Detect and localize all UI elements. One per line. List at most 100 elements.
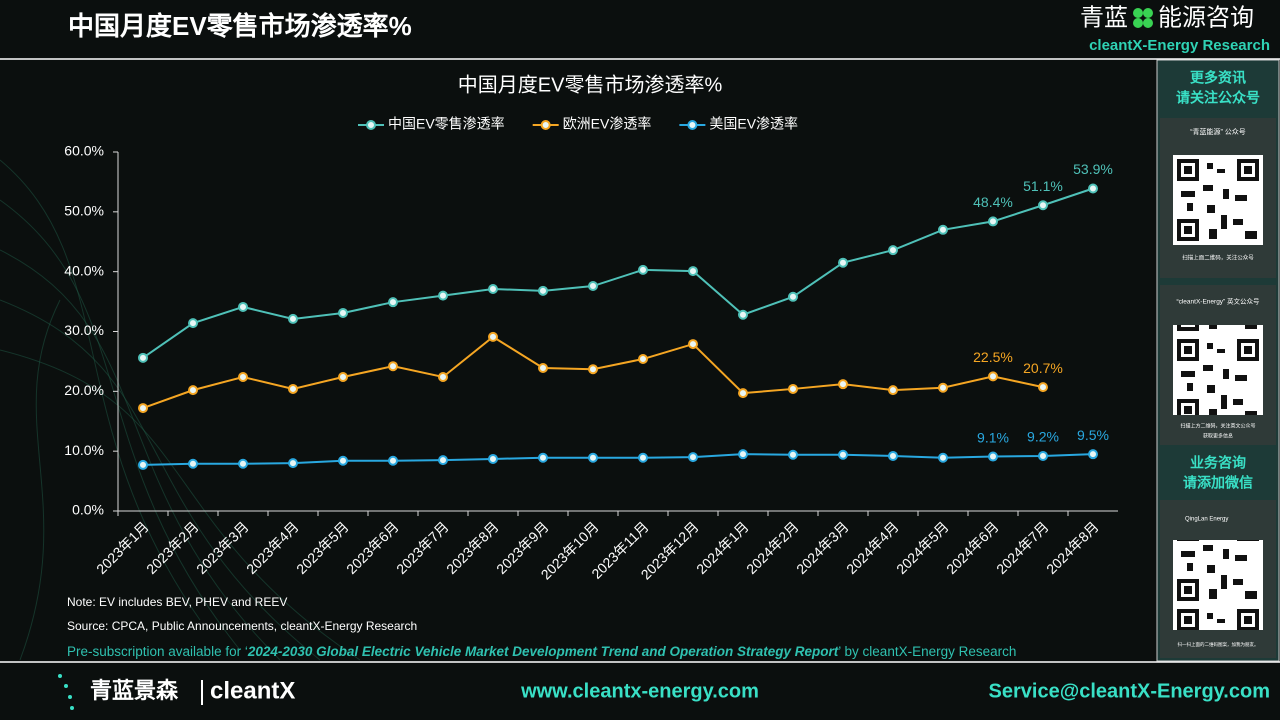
data-point bbox=[438, 290, 448, 301]
legend-item: 美国EV渗透率 bbox=[679, 116, 798, 132]
data-point bbox=[488, 453, 498, 464]
data-point bbox=[1038, 200, 1048, 211]
data-point bbox=[238, 371, 248, 382]
logo-clover bbox=[1133, 8, 1153, 28]
legend-item: 中国EV零售渗透率 bbox=[358, 116, 505, 132]
y-tick-label: 50.0% bbox=[64, 203, 104, 219]
footer-logo-en: cleantX bbox=[210, 677, 295, 704]
data-point bbox=[138, 352, 148, 363]
legend-label: 中国EV零售渗透率 bbox=[388, 116, 505, 132]
data-point bbox=[788, 383, 798, 394]
data-point bbox=[338, 307, 348, 318]
legend-marker bbox=[366, 120, 376, 130]
data-point bbox=[438, 371, 448, 382]
data-point bbox=[738, 449, 748, 460]
y-tick-label: 30.0% bbox=[64, 322, 104, 338]
qr-title: “青蓝能源” 公众号 bbox=[1190, 127, 1246, 136]
data-point bbox=[288, 383, 298, 394]
legend-label: 欧洲EV渗透率 bbox=[563, 116, 652, 132]
data-point bbox=[538, 452, 548, 463]
data-point bbox=[338, 371, 348, 382]
data-point bbox=[688, 452, 698, 463]
data-point bbox=[588, 452, 598, 463]
data-point bbox=[488, 331, 498, 342]
data-point bbox=[188, 458, 198, 469]
data-point bbox=[638, 354, 648, 365]
data-point bbox=[788, 291, 798, 302]
data-point bbox=[738, 309, 748, 320]
logo-cn: 青蓝 bbox=[1080, 4, 1128, 31]
data-label: 53.9% bbox=[1073, 161, 1113, 177]
data-point bbox=[638, 264, 648, 275]
data-point bbox=[788, 449, 798, 460]
sidebar-heading: 请添加微信 bbox=[1183, 475, 1253, 491]
data-point bbox=[538, 285, 548, 296]
presub-report: 2024-2030 Global Electric Vehicle Market… bbox=[247, 644, 839, 659]
data-point bbox=[388, 455, 398, 466]
qr-code bbox=[1173, 540, 1263, 630]
data-point bbox=[238, 301, 248, 312]
qr-caption: 获取更多信息 bbox=[1203, 432, 1233, 439]
sidebar-heading: 业务咨询 bbox=[1190, 455, 1246, 471]
data-point bbox=[188, 318, 198, 329]
data-label: 9.5% bbox=[1077, 427, 1109, 443]
data-point bbox=[938, 224, 948, 235]
data-point bbox=[988, 451, 998, 462]
legend-label: 美国EV渗透率 bbox=[709, 116, 798, 132]
data-point bbox=[688, 339, 698, 350]
data-point bbox=[538, 362, 548, 373]
data-point bbox=[138, 459, 148, 470]
note: Note: EV includes BEV, PHEV and REEV bbox=[67, 595, 287, 609]
qr-code bbox=[1173, 155, 1263, 245]
data-point bbox=[338, 455, 348, 466]
qr-caption: 扫描上面二维码，关注公众号 bbox=[1182, 253, 1254, 261]
data-point bbox=[638, 452, 648, 463]
footer-dots bbox=[58, 674, 74, 710]
footer-logo-cn: 青蓝景森 bbox=[90, 678, 179, 703]
legend-marker bbox=[687, 120, 698, 130]
y-tick-label: 40.0% bbox=[64, 262, 104, 278]
data-point bbox=[288, 313, 298, 324]
data-point bbox=[938, 382, 948, 393]
data-point bbox=[1038, 382, 1048, 393]
data-point bbox=[938, 452, 948, 463]
sidebar-heading: 更多资讯 bbox=[1190, 70, 1246, 86]
qr-caption: 扫一扫上面的二维码图案，加我为朋友。 bbox=[1178, 641, 1259, 648]
data-point bbox=[1088, 449, 1098, 460]
data-point bbox=[388, 361, 398, 372]
data-point bbox=[838, 257, 848, 268]
data-point bbox=[888, 245, 898, 256]
decor-curves bbox=[0, 159, 361, 661]
presub-text: Pre-subscription available for ‘ bbox=[67, 644, 248, 659]
legend-item: 欧洲EV渗透率 bbox=[532, 116, 652, 132]
data-point bbox=[488, 284, 498, 295]
data-point bbox=[588, 364, 598, 375]
qr-code bbox=[1173, 325, 1263, 415]
legend-marker bbox=[540, 120, 551, 130]
data-point bbox=[288, 458, 298, 469]
data-point bbox=[138, 403, 148, 414]
logo-en: cleantX-Energy Research bbox=[1089, 37, 1270, 54]
data-point bbox=[688, 266, 698, 277]
data-point bbox=[888, 385, 898, 396]
data-point bbox=[438, 455, 448, 466]
data-point bbox=[838, 449, 848, 460]
data-point bbox=[588, 281, 598, 292]
series-line bbox=[142, 453, 1094, 466]
data-label: 20.7% bbox=[1023, 360, 1063, 376]
y-tick-label: 20.0% bbox=[64, 382, 104, 398]
data-label: 9.1% bbox=[977, 429, 1009, 445]
chart-title: 中国月度EV零售市场渗透率% bbox=[458, 73, 723, 96]
footer-email[interactable]: Service@cleantX-Energy.com bbox=[989, 680, 1270, 702]
data-point bbox=[838, 379, 848, 390]
page-title: 中国月度EV零售市场渗透率% bbox=[68, 11, 412, 41]
data-point bbox=[1038, 450, 1048, 461]
data-point bbox=[188, 385, 198, 396]
presubscription: Pre-subscription available for ‘2024-203… bbox=[67, 644, 1016, 659]
footer-website[interactable]: www.cleantx-energy.com bbox=[520, 680, 759, 702]
data-label: 22.5% bbox=[973, 349, 1013, 365]
data-point bbox=[888, 450, 898, 461]
sidebar-heading: 请关注公众号 bbox=[1176, 90, 1260, 106]
data-label: 9.2% bbox=[1027, 429, 1059, 445]
presub-text: ’ by cleantX-Energy Research bbox=[838, 644, 1016, 659]
